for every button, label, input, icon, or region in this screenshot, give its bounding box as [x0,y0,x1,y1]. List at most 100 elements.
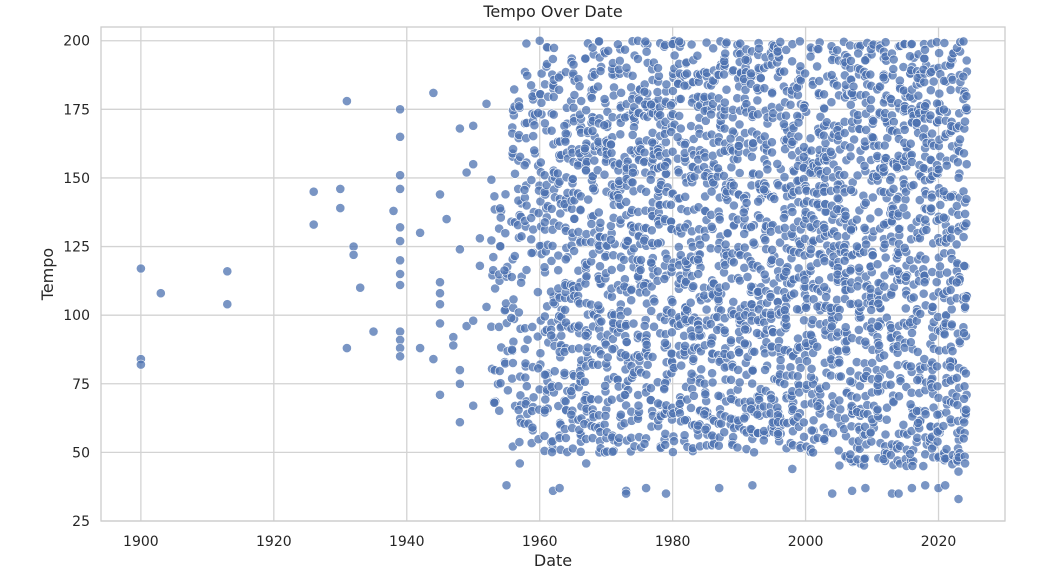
data-point [428,354,439,364]
data-point [526,213,537,223]
data-point [827,488,838,499]
data-point [789,288,799,299]
data-point [707,377,718,388]
data-point [674,111,685,121]
data-point [532,331,543,342]
data-point [666,199,676,210]
data-point [867,250,878,261]
data-point [621,62,632,73]
data-point [599,169,610,180]
data-point [606,264,617,275]
data-point [680,191,691,202]
data-point [559,367,570,378]
data-point [526,175,537,185]
data-point [593,300,604,311]
data-point [514,437,525,447]
data-point [940,480,951,491]
data-point [627,177,638,188]
data-point [918,461,929,471]
data-point [566,386,577,397]
data-point [348,241,359,252]
data-point [561,433,571,443]
data-point [847,485,857,496]
data-point [733,140,744,151]
data-point [672,132,683,143]
data-point [628,318,639,329]
data-point [621,196,631,207]
data-point [560,304,570,315]
data-point [641,339,652,350]
data-point [720,239,731,250]
data-point [674,36,685,47]
data-point [819,222,830,233]
data-point [700,389,711,400]
data-point [510,168,520,179]
data-point [899,242,910,253]
data-point [754,394,764,405]
y-tick-label: 175 [63,102,90,118]
data-point [395,269,405,279]
data-point [521,265,532,275]
data-point [721,37,732,48]
data-point [828,428,838,438]
data-point [395,334,405,345]
data-point [454,365,465,375]
data-point [826,70,837,80]
data-point [961,91,972,102]
data-point [679,80,690,91]
data-point [646,305,657,316]
data-point [872,321,883,331]
data-point [767,88,777,99]
data-point [749,447,759,458]
data-point [801,302,811,313]
data-point [942,267,952,278]
data-point [481,98,492,109]
data-point [676,360,687,371]
data-point [521,381,532,392]
data-point [779,379,790,389]
data-point [415,227,425,238]
data-point [920,254,931,265]
data-point [879,270,890,281]
data-point [865,213,876,224]
data-point [653,238,663,249]
data-point [595,261,605,272]
data-point [547,447,557,457]
data-point [549,43,559,53]
data-point [586,93,597,103]
data-point [749,346,760,357]
data-point [919,277,930,288]
data-point [866,305,877,315]
data-point [773,429,783,439]
data-point [606,220,616,231]
data-point [734,168,745,178]
data-point [395,131,405,142]
data-point [927,128,937,139]
data-point [951,239,962,250]
data-point [539,170,550,181]
data-point [920,214,931,225]
data-point [920,101,930,112]
data-point [621,400,631,411]
data-point [514,458,525,469]
data-point [675,123,686,134]
data-point [696,364,707,375]
data-point [798,151,809,162]
data-point [688,353,699,364]
data-point [833,445,844,456]
data-point [845,142,856,153]
data-point [872,404,883,415]
data-point [641,483,651,493]
data-point [713,440,724,451]
data-point [554,483,565,493]
data-point [815,111,826,122]
data-point [960,208,970,219]
data-point [739,242,750,253]
data-point [494,405,505,416]
data-point [765,291,776,302]
data-point [546,255,557,266]
data-point [779,212,789,223]
data-point [927,301,938,312]
data-point [878,162,889,173]
